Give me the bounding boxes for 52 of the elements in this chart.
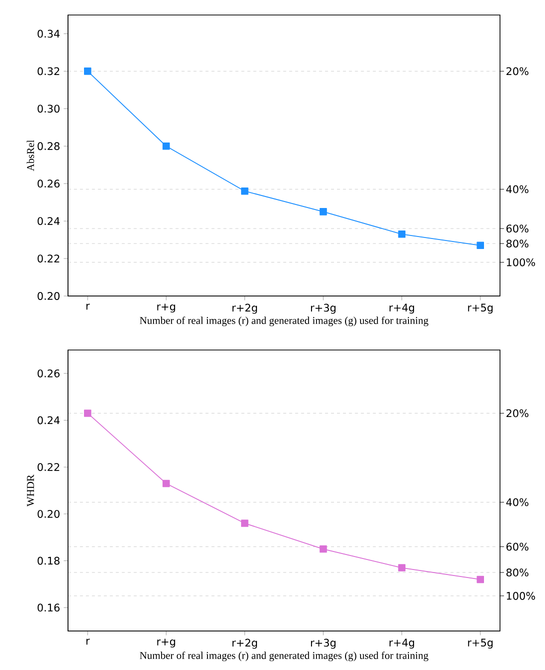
y-tick-label: 0.26: [38, 369, 60, 378]
point: [162, 480, 170, 488]
y-tick-label: 0.16: [38, 604, 60, 612]
text: 100%: [506, 258, 536, 266]
point: [476, 576, 484, 584]
y-tick-label: 0.34: [38, 30, 60, 38]
text: 60%: [506, 542, 528, 551]
text: 40%: [506, 185, 528, 194]
point: [241, 187, 248, 195]
x-tick-label: r+3g: [311, 638, 336, 649]
x-tick-label: r+g: [157, 638, 176, 648]
y-tick-label: 0.24: [38, 217, 60, 226]
text: 20%: [506, 409, 528, 418]
point: [84, 68, 92, 75]
point: [162, 142, 170, 150]
y-axis-title: WHDR: [27, 474, 34, 506]
point: [398, 564, 406, 572]
text: 100%: [506, 592, 536, 600]
text: 20%: [506, 67, 528, 76]
y-tick-label: 0.22: [38, 463, 60, 472]
y-tick-label: 0.20: [38, 510, 60, 518]
x-axis-title: Number of real images (r) and generated images (g) used for training: [140, 316, 428, 326]
x-tick-label: r+g: [157, 304, 176, 312]
x-tick-label: r+2g: [232, 304, 257, 314]
y-tick-label: 0.30: [38, 104, 60, 113]
x-tick-label: r+3g: [311, 304, 336, 314]
point: [320, 208, 327, 216]
text: 80%: [506, 568, 528, 576]
x-axis-title: Number of real images (r) and generated images (g) used for training: [140, 652, 428, 662]
point: [84, 410, 92, 417]
y-tick-label: 0.28: [38, 142, 60, 150]
y-tick-label: 0.26: [38, 180, 60, 188]
y-tick-label: 0.24: [38, 416, 60, 424]
y-tick-label: 0.18: [38, 556, 60, 565]
x-tick-label: r: [86, 638, 90, 645]
y-tick-label: 0.22: [38, 254, 60, 262]
point: [398, 230, 406, 238]
y-tick-label: 0.20: [38, 292, 60, 300]
text: 40%: [506, 498, 528, 506]
x-tick-label: r+5g: [468, 638, 493, 649]
point: [476, 242, 484, 250]
x-tick-label: r+4g: [390, 304, 414, 314]
y-tick-label: 0.32: [38, 67, 60, 76]
x-tick-label: r+5g: [468, 304, 493, 314]
text: 60%: [506, 224, 528, 233]
x-tick-label: r+4g: [390, 638, 414, 649]
point: [320, 545, 327, 553]
x-tick-label: r: [86, 304, 90, 310]
x-tick-label: r+2g: [232, 638, 257, 649]
y-axis-title: AbsRel: [26, 140, 34, 172]
text: 80%: [506, 240, 528, 248]
point: [241, 520, 248, 527]
